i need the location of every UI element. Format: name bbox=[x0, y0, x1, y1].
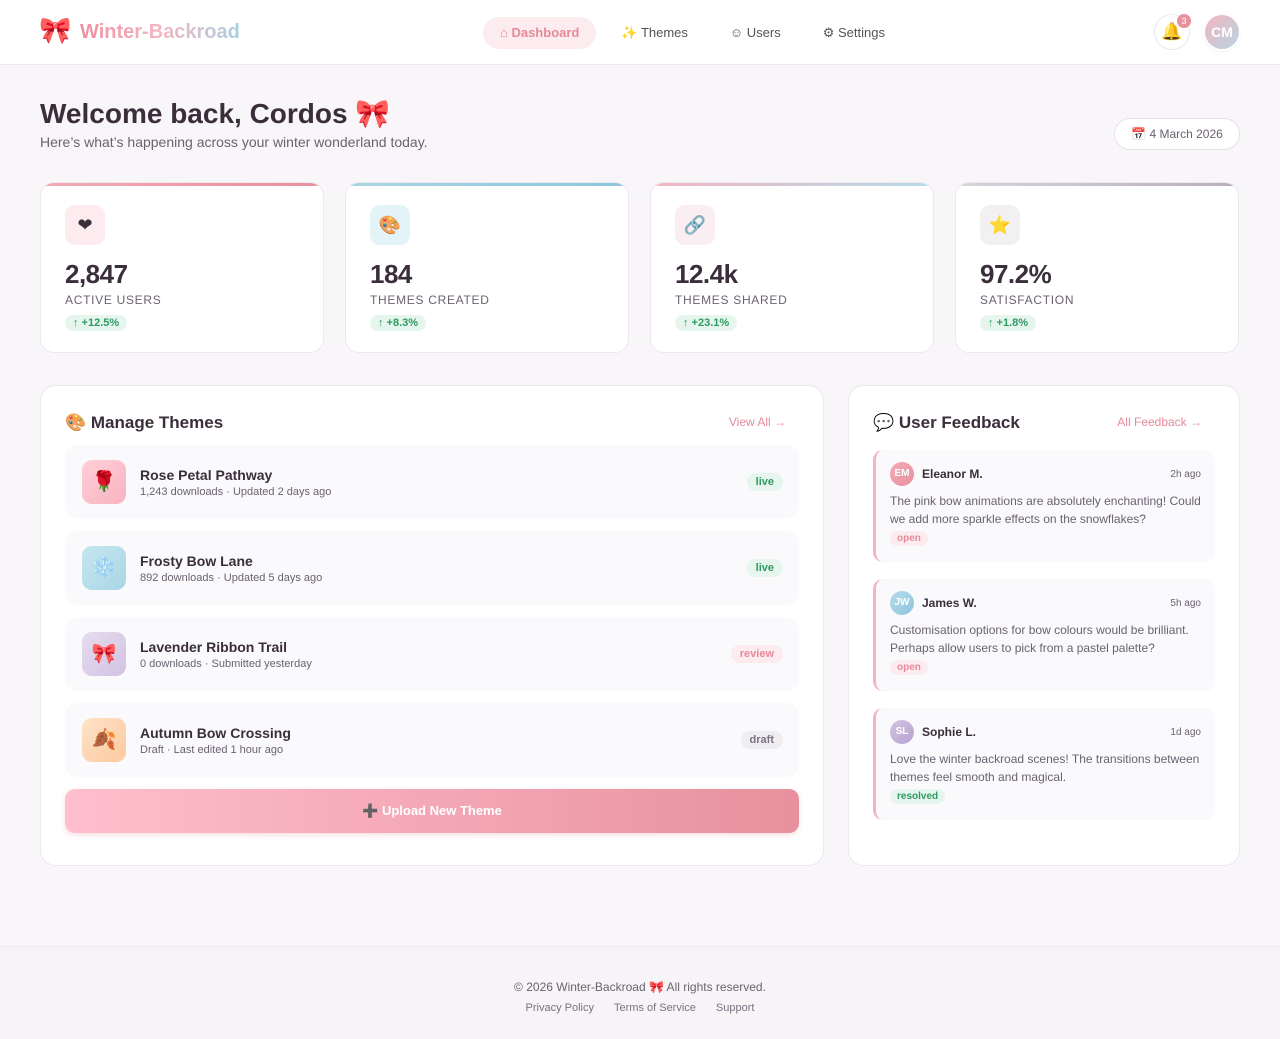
theme-name: Frosty Bow Lane bbox=[140, 552, 253, 569]
stat-value: 12.4k bbox=[675, 259, 738, 289]
feedback-panel: 💬 User Feedback All Feedback → EM Eleanor… bbox=[848, 385, 1240, 866]
feedback-name: Eleanor M. bbox=[922, 467, 983, 481]
stat-label: THEMES SHARED bbox=[675, 293, 788, 307]
footer-link[interactable]: Support bbox=[715, 1002, 755, 1014]
theme-row[interactable]: ❄️ Frosty Bow Lane 892 downloads · Updated… bbox=[65, 531, 799, 605]
feedback-avatar: SL bbox=[890, 720, 914, 744]
feedback-name: Sophie L. bbox=[922, 725, 976, 739]
theme-meta: 1,243 downloads · Updated 2 days ago bbox=[140, 485, 332, 498]
footer-link[interactable]: Privacy Policy bbox=[525, 1002, 594, 1014]
brand[interactable]: Winter-Backroad bbox=[80, 21, 240, 43]
theme-meta: 892 downloads · Updated 5 days ago bbox=[140, 571, 323, 584]
footer-link[interactable]: Terms of Service bbox=[614, 1002, 696, 1014]
nav: ⌂ Dashboard ✨ Themes ☺ Users ⚙ Settings bbox=[483, 17, 902, 49]
feedback-status: open bbox=[890, 531, 928, 546]
view-all-link[interactable]: View All → bbox=[728, 415, 786, 429]
nav-link[interactable]: ✨ Themes bbox=[621, 25, 688, 40]
panel-title: 💬 User Feedback bbox=[873, 413, 1020, 432]
feedback-status: resolved bbox=[890, 789, 946, 804]
stat-icon: ❤ bbox=[65, 205, 105, 245]
feedback-text: The pink bow animations are absolutely e… bbox=[890, 494, 1201, 526]
stat-change: ↑ +12.5% bbox=[65, 315, 128, 331]
all-feedback-link[interactable]: All Feedback → bbox=[1117, 415, 1202, 429]
status-pill: review bbox=[730, 645, 783, 663]
theme-icon: ❄️ bbox=[82, 546, 126, 590]
theme-info: Frosty Bow Lane 892 downloads · Updated 5… bbox=[140, 553, 322, 584]
stat-change: ↑ +23.1% bbox=[675, 315, 738, 331]
notifications[interactable]: 🔔 3 bbox=[1154, 14, 1191, 50]
theme-name: Lavender Ribbon Trail bbox=[140, 638, 288, 655]
top-bar: 🎀 Winter-Backroad ⌂ Dashboard ✨ Themes ☺ U… bbox=[0, 0, 1280, 65]
feedback-card: EM Eleanor M. 2h ago The pink bow animation… bbox=[873, 450, 1215, 562]
feedback-head: SL Sophie L. bbox=[890, 720, 1201, 744]
stat-change: ↑ +1.8% bbox=[980, 315, 1037, 331]
stat-change: ↑ +8.3% bbox=[370, 315, 427, 331]
logo-icon[interactable]: 🎀 bbox=[39, 15, 72, 45]
theme-info: Rose Petal Pathway 1,243 downloads · Upda… bbox=[140, 467, 331, 498]
feedback-head: JW James W. bbox=[890, 591, 1201, 615]
feedback-text: Love the winter backroad scenes! The tra… bbox=[890, 752, 1200, 784]
feedback-name: James W. bbox=[922, 596, 977, 610]
stat-card: ❤ 2,847 ACTIVE USERS ↑ +12.5% bbox=[40, 182, 324, 353]
stat-card: 🔗 12.4k THEMES SHARED ↑ +23.1% bbox=[650, 182, 934, 353]
feedback-time: 5h ago bbox=[1170, 598, 1201, 609]
theme-meta: Draft · Last edited 1 hour ago bbox=[140, 743, 284, 756]
notification-badge: 3 bbox=[1177, 14, 1191, 28]
feedback-text: Customisation options for bow colours wo… bbox=[890, 623, 1189, 655]
feedback-time: 1d ago bbox=[1170, 727, 1201, 738]
theme-icon: 🍂 bbox=[82, 718, 126, 762]
panel-title: 🎨 Manage Themes bbox=[65, 413, 224, 432]
stat-value: 97.2% bbox=[980, 259, 1052, 289]
welcome-title: Welcome back, Cordos 🎀 bbox=[40, 98, 391, 129]
theme-name: Autumn Bow Crossing bbox=[140, 724, 291, 741]
date-pill: 📅 4 March 2026 bbox=[1114, 118, 1240, 150]
theme-icon: 🌹 bbox=[82, 460, 126, 504]
nav-link[interactable]: ⚙ Settings bbox=[822, 25, 885, 40]
theme-icon: 🎀 bbox=[82, 632, 126, 676]
theme-meta: 0 downloads · Submitted yesterday bbox=[140, 657, 312, 670]
feedback-avatar: JW bbox=[890, 591, 914, 615]
stat-label: SATISFACTION bbox=[980, 293, 1075, 307]
stat-label: THEMES CREATED bbox=[370, 293, 490, 307]
footer: © 2026 Winter-Backroad 🎀 All rights rese… bbox=[0, 946, 1280, 1039]
stat-value: 2,847 bbox=[65, 259, 128, 289]
stat-label: ACTIVE USERS bbox=[65, 293, 162, 307]
theme-row[interactable]: 🎀 Lavender Ribbon Trail 0 downloads · Subm… bbox=[65, 617, 799, 691]
theme-row[interactable]: 🌹 Rose Petal Pathway 1,243 downloads · Upd… bbox=[65, 445, 799, 519]
theme-name: Rose Petal Pathway bbox=[140, 466, 273, 483]
feedback-time: 2h ago bbox=[1170, 469, 1201, 480]
status-pill: live bbox=[746, 559, 783, 577]
bell-icon: 🔔 bbox=[1161, 22, 1183, 41]
themes-panel: 🎨 Manage Themes View All → 🌹 Rose Petal P… bbox=[40, 385, 824, 866]
stat-card: ⭐ 97.2% SATISFACTION ↑ +1.8% bbox=[955, 182, 1239, 353]
status-pill: live bbox=[746, 473, 783, 491]
theme-info: Lavender Ribbon Trail 0 downloads · Submi… bbox=[140, 639, 312, 670]
feedback-card: JW James W. 5h ago Customisation options fo… bbox=[873, 579, 1215, 691]
stat-card: 🎨 184 THEMES CREATED ↑ +8.3% bbox=[345, 182, 629, 353]
theme-info: Autumn Bow Crossing Draft · Last edited 1… bbox=[140, 725, 291, 756]
welcome-subtitle: Here’s what’s happening across your wint… bbox=[40, 134, 428, 150]
feedback-card: SL Sophie L. 1d ago Love the winter backroa… bbox=[873, 708, 1215, 820]
stat-icon: ⭐ bbox=[980, 205, 1020, 245]
footer-links: Privacy Policy Terms of Service Support bbox=[0, 1002, 1280, 1014]
nav-link[interactable]: ☺ Users bbox=[729, 25, 781, 40]
feedback-status: open bbox=[890, 660, 928, 675]
stat-value: 184 bbox=[370, 259, 412, 289]
stat-icon: 🔗 bbox=[675, 205, 715, 245]
user-avatar[interactable]: CM bbox=[1205, 15, 1239, 49]
nav-link[interactable]: ⌂ Dashboard bbox=[483, 17, 597, 49]
stat-icon: 🎨 bbox=[370, 205, 410, 245]
copyright: © 2026 Winter-Backroad 🎀 All rights rese… bbox=[514, 980, 766, 994]
theme-row[interactable]: 🍂 Autumn Bow Crossing Draft · Last edited … bbox=[65, 703, 799, 777]
stats: ❤ 2,847 ACTIVE USERS ↑ +12.5% 🎨 184 THEMES CRE… bbox=[40, 182, 1239, 353]
feedback-avatar: EM bbox=[890, 462, 914, 486]
feedback-head: EM Eleanor M. bbox=[890, 462, 1201, 486]
upload-button[interactable]: ➕ Upload New Theme bbox=[65, 789, 799, 833]
status-pill: draft bbox=[740, 731, 783, 749]
